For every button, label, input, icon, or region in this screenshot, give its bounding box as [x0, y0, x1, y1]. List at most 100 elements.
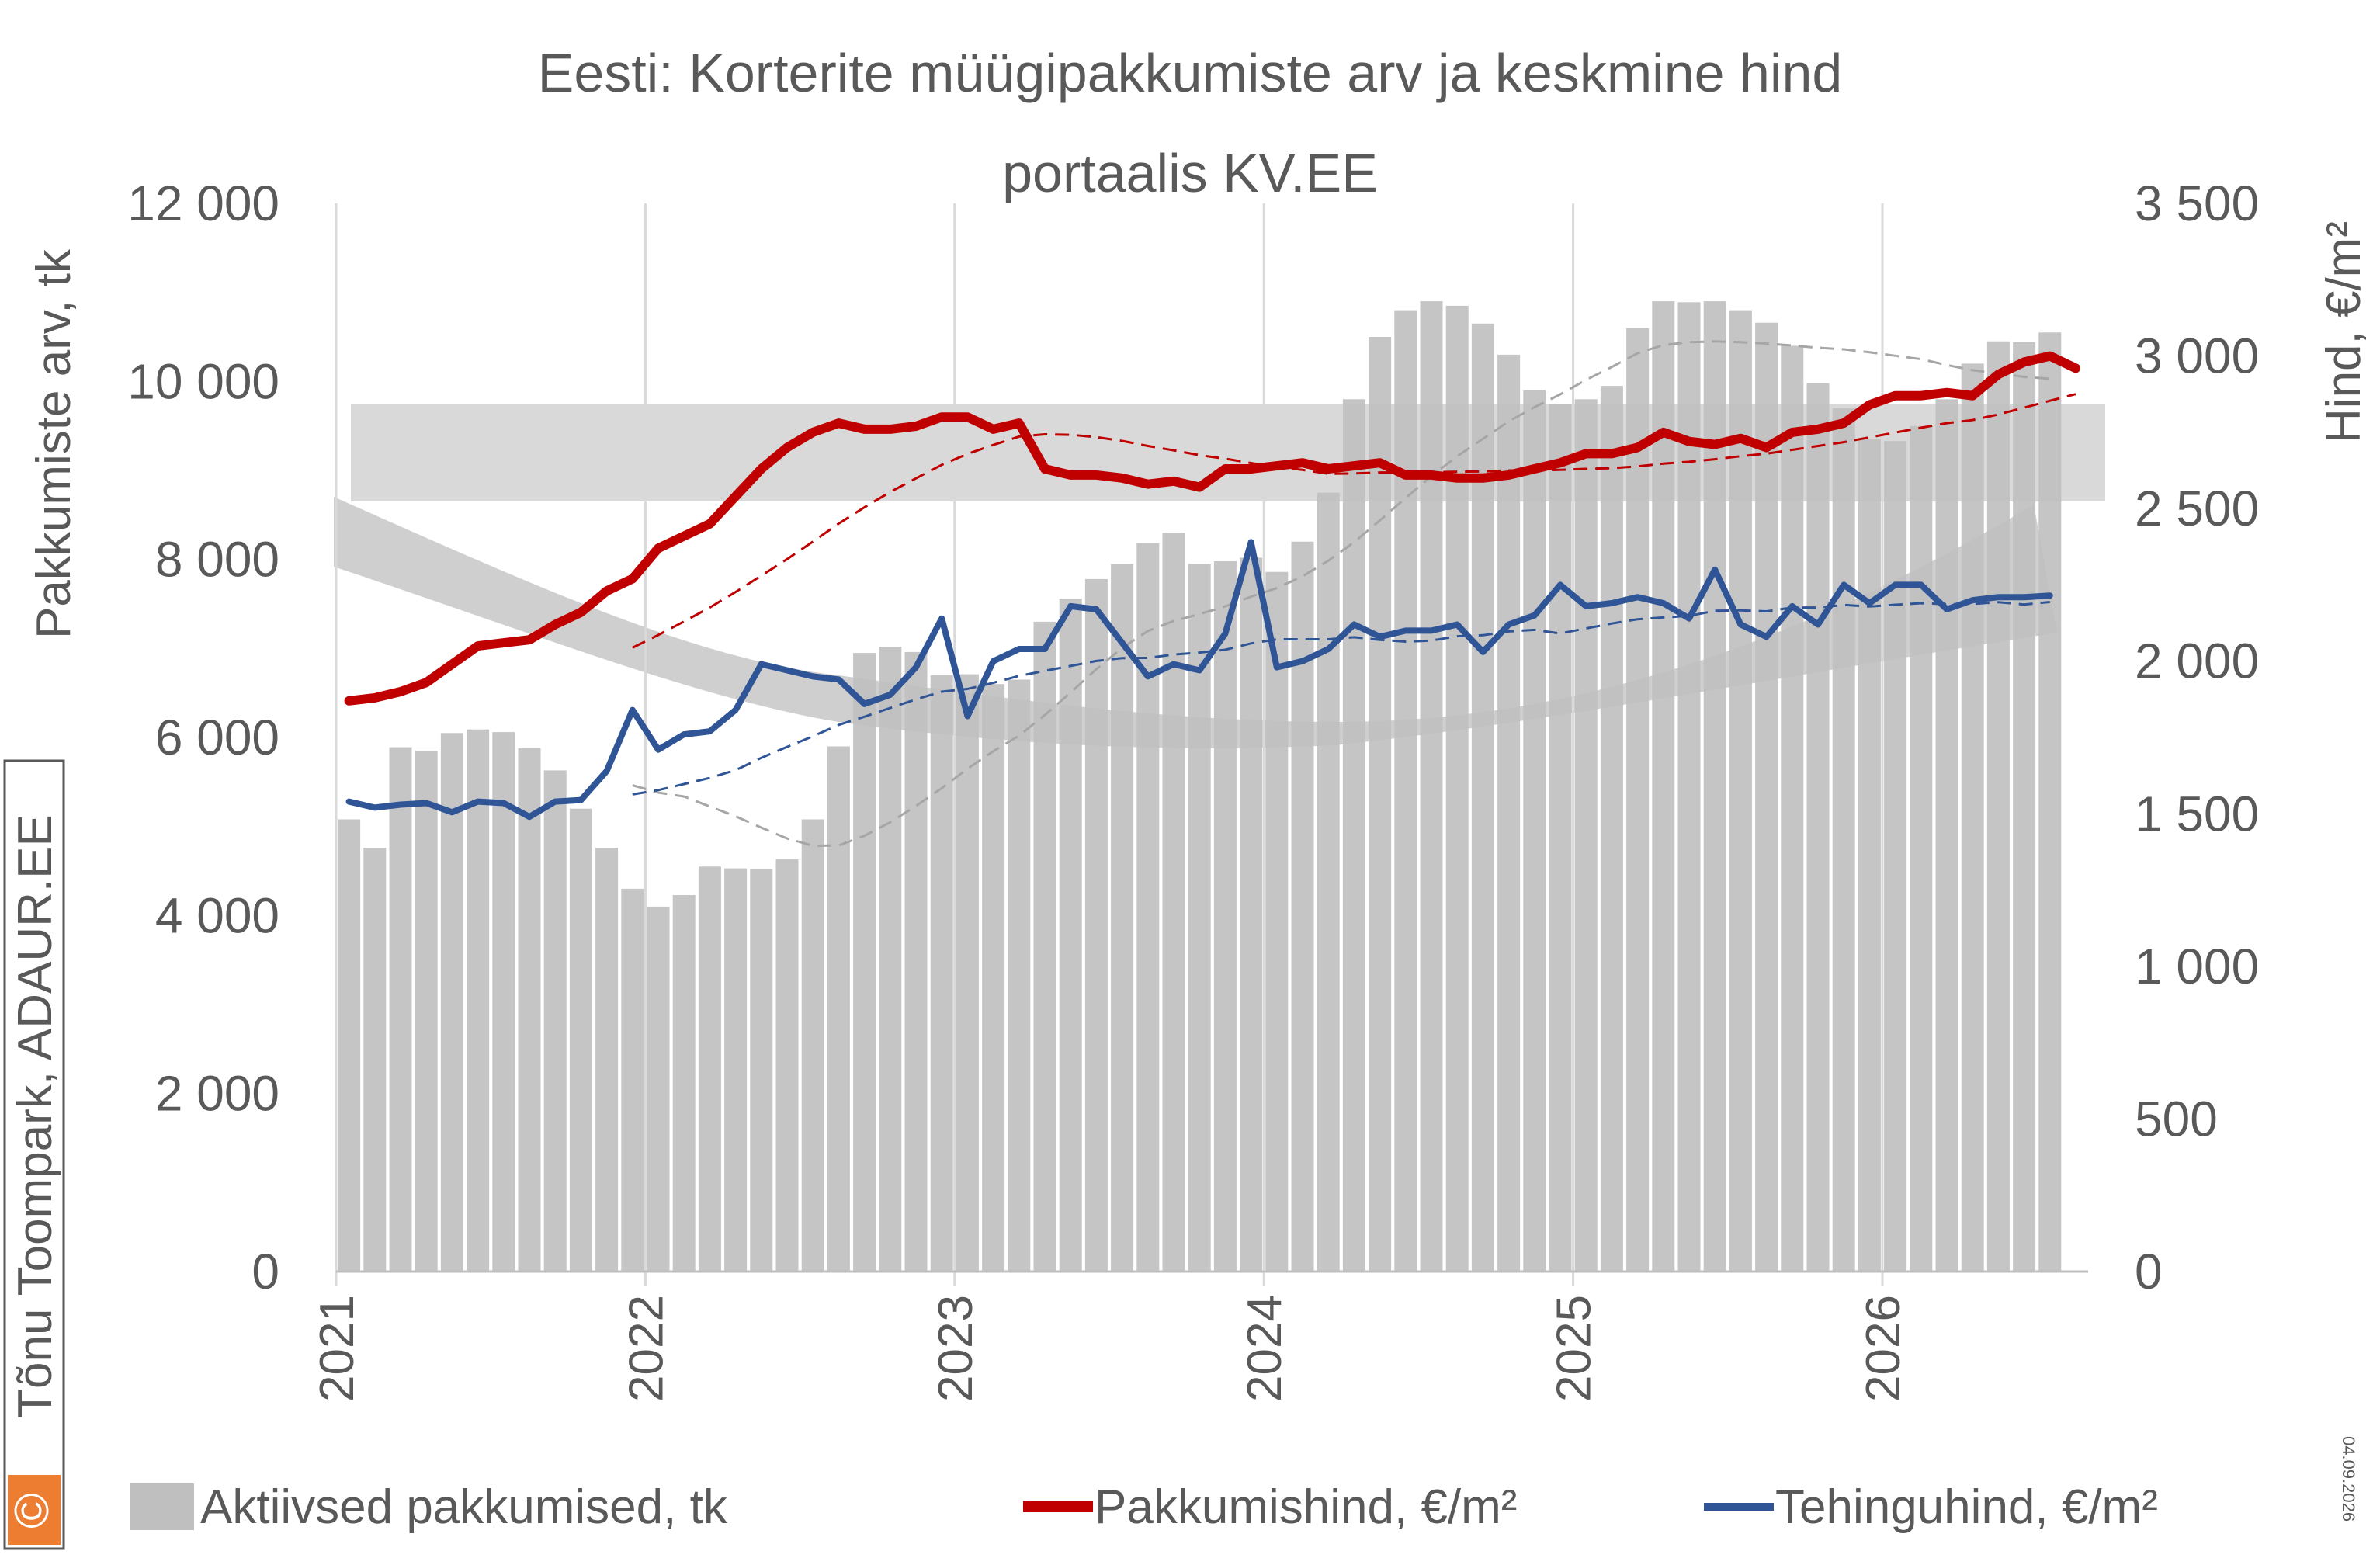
bar-active-offers	[698, 866, 721, 1272]
bar-active-offers	[1033, 621, 1056, 1272]
lower-trend-band	[334, 497, 2057, 748]
right-y-tick-label: 0	[2135, 1244, 2163, 1299]
bar-active-offers	[1059, 599, 1082, 1272]
bar-active-offers	[1291, 541, 1314, 1272]
copyright-symbol: ©	[5, 1493, 59, 1529]
bar-active-offers	[1111, 564, 1134, 1272]
legend-swatch-active-offers	[130, 1483, 194, 1530]
bar-active-offers	[1162, 533, 1185, 1272]
bar-active-offers	[1910, 425, 1933, 1272]
right-y-tick-label: 2 000	[2135, 633, 2259, 689]
bar-active-offers	[827, 746, 850, 1272]
x-axis-ticks: 2021 2022 2023 2024 2025 2026	[311, 1295, 1910, 1402]
line-deal-price	[345, 539, 2053, 821]
bar-active-offers	[2013, 342, 2036, 1272]
bar-active-offers	[775, 859, 799, 1272]
x-tick-label: 2025	[1548, 1295, 1601, 1402]
legend-label-active-offers: Aktiivsed pakkumised, tk	[200, 1480, 728, 1534]
x-tick-label: 2023	[929, 1295, 983, 1402]
bar-active-offers	[724, 868, 748, 1272]
bar-active-offers	[1652, 301, 1675, 1272]
x-tick-label: 2024	[1238, 1295, 1292, 1402]
bar-active-offers	[467, 729, 490, 1272]
moving-average-deal-price	[632, 601, 2050, 796]
legend-label-offer-price: Pakkumishind, €/m²	[1095, 1480, 1517, 1534]
bar-active-offers	[930, 675, 953, 1272]
right-y-tick-label: 3 000	[2135, 328, 2259, 384]
bar-active-offers	[1858, 439, 1881, 1272]
bar-active-offers	[879, 647, 902, 1272]
bar-active-offers	[1755, 322, 1778, 1272]
bar-active-offers	[543, 770, 567, 1272]
bar-active-offers	[518, 748, 541, 1272]
right-y-axis-ticks: 0 500 1 000 1 500 2 000 2 500 3 000 3 500	[2135, 175, 2259, 1299]
copyright-text: Tõnu Toompark, ADAUR.EE	[9, 814, 62, 1418]
bar-active-offers	[1729, 310, 1752, 1272]
bar-active-offers	[389, 747, 412, 1272]
bar-active-offers	[338, 819, 361, 1272]
right-y-tick-label: 2 500	[2135, 481, 2259, 536]
bar-active-offers	[1832, 408, 1855, 1272]
x-tick-label: 2022	[619, 1295, 673, 1402]
bar-active-offers	[621, 888, 644, 1272]
moving-average-active-offers	[632, 340, 2050, 847]
bar-active-offers	[2038, 332, 2062, 1272]
left-y-tick-label: 12 000	[127, 175, 279, 231]
bar-active-offers	[1961, 363, 1984, 1272]
left-y-tick-label: 4 000	[155, 887, 279, 943]
bar-active-offers	[1317, 492, 1340, 1272]
bar-active-offers	[1394, 310, 1417, 1272]
bar-active-offers	[1084, 578, 1108, 1272]
x-tick-label: 2021	[311, 1295, 364, 1402]
bar-active-offers	[1626, 328, 1650, 1272]
bar-active-offers	[1935, 399, 1958, 1272]
moving-average-lines	[632, 340, 2076, 847]
bar-active-offers	[1549, 404, 1572, 1272]
bar-active-offers	[1369, 337, 1392, 1272]
left-y-tick-label: 6 000	[155, 710, 279, 765]
right-y-tick-label: 500	[2135, 1091, 2218, 1147]
bar-active-offers	[1523, 390, 1546, 1272]
bar-active-offers	[492, 732, 515, 1272]
copyright-watermark: © Tõnu Toompark, ADAUR.EE	[3, 759, 65, 1550]
x-tick-label: 2026	[1857, 1295, 1910, 1402]
bar-active-offers	[440, 733, 463, 1272]
bar-active-offers	[647, 906, 670, 1272]
bar-active-offers	[1420, 301, 1443, 1272]
bar-active-offers	[1806, 383, 1830, 1272]
left-y-tick-label: 2 000	[155, 1066, 279, 1122]
left-y-axis-ticks: 0 2 000 4 000 6 000 8 000 10 000 12 000	[127, 175, 279, 1299]
line-series	[344, 351, 2080, 821]
bar-active-offers	[1497, 354, 1521, 1272]
left-y-axis-label: Pakkumiste arv, tk	[27, 248, 81, 639]
bar-active-offers	[1677, 302, 1701, 1272]
bar-active-offers	[1008, 679, 1031, 1272]
bar-active-offers	[1445, 305, 1469, 1272]
bar-active-offers	[1342, 399, 1365, 1272]
copyright-box	[3, 759, 65, 1550]
bar-active-offers	[1471, 323, 1494, 1272]
copyright-symbol-box	[8, 1475, 61, 1545]
bar-active-offers	[1213, 561, 1237, 1272]
gridlines	[335, 203, 1884, 1286]
bar-active-offers	[904, 651, 928, 1272]
bar-active-offers	[1600, 386, 1623, 1272]
line-offer-price	[344, 351, 2080, 706]
bar-active-offers	[1136, 543, 1160, 1272]
chart-title-line1: Eesti: Korterite müügipakkumiste arv ja …	[538, 43, 1843, 103]
date-stamp: 04.09.2026	[2339, 1436, 2358, 1522]
bar-active-offers	[1884, 441, 1907, 1272]
legend: Aktiivsed pakkumised, tk Pakkumishind, €…	[130, 1480, 2158, 1534]
bar-active-offers	[1240, 557, 1263, 1272]
bar-active-offers	[569, 808, 592, 1272]
bar-active-offers	[1781, 345, 1804, 1272]
bar-active-offers	[1986, 341, 2010, 1272]
right-y-axis-label: Hind, €/m²	[2317, 221, 2371, 443]
bar-active-offers	[750, 869, 773, 1272]
bar-active-offers	[1703, 301, 1726, 1272]
bar-active-offers	[363, 848, 387, 1272]
bar-active-offers	[1265, 571, 1289, 1272]
bar-active-offers	[415, 751, 438, 1272]
